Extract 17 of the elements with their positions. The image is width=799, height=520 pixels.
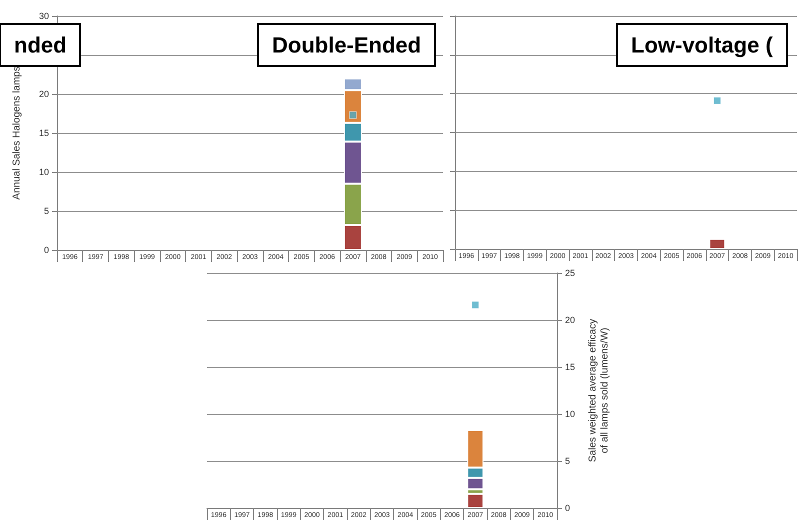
y2-tick-label: 25 xyxy=(565,268,576,278)
y-axis-title: Annual Sales Halogens lamps xyxy=(12,66,22,200)
y2-axis-title: Sales weighted average efficacy of all lamps sold (lumens/W) xyxy=(588,318,610,462)
text: Double-Ended xyxy=(272,32,422,58)
y-tick-label: 15 xyxy=(38,128,49,138)
y-tick-label: 30 xyxy=(38,11,49,21)
y2-tick-label: 10 xyxy=(565,409,576,419)
y2-tick-label: 0 xyxy=(565,503,570,513)
y-tick-label: 5 xyxy=(44,206,49,216)
text: Low-voltage ( xyxy=(631,32,774,58)
y-tick-label: 20 xyxy=(38,89,49,99)
y2-tick-label: 15 xyxy=(565,362,576,372)
y-tick-label: 0 xyxy=(44,245,49,255)
y-tick-label: 10 xyxy=(38,167,49,177)
y2-tick-label: 20 xyxy=(565,315,576,325)
y2-tick-label: 5 xyxy=(565,456,570,466)
annotation: nded xyxy=(14,32,67,58)
